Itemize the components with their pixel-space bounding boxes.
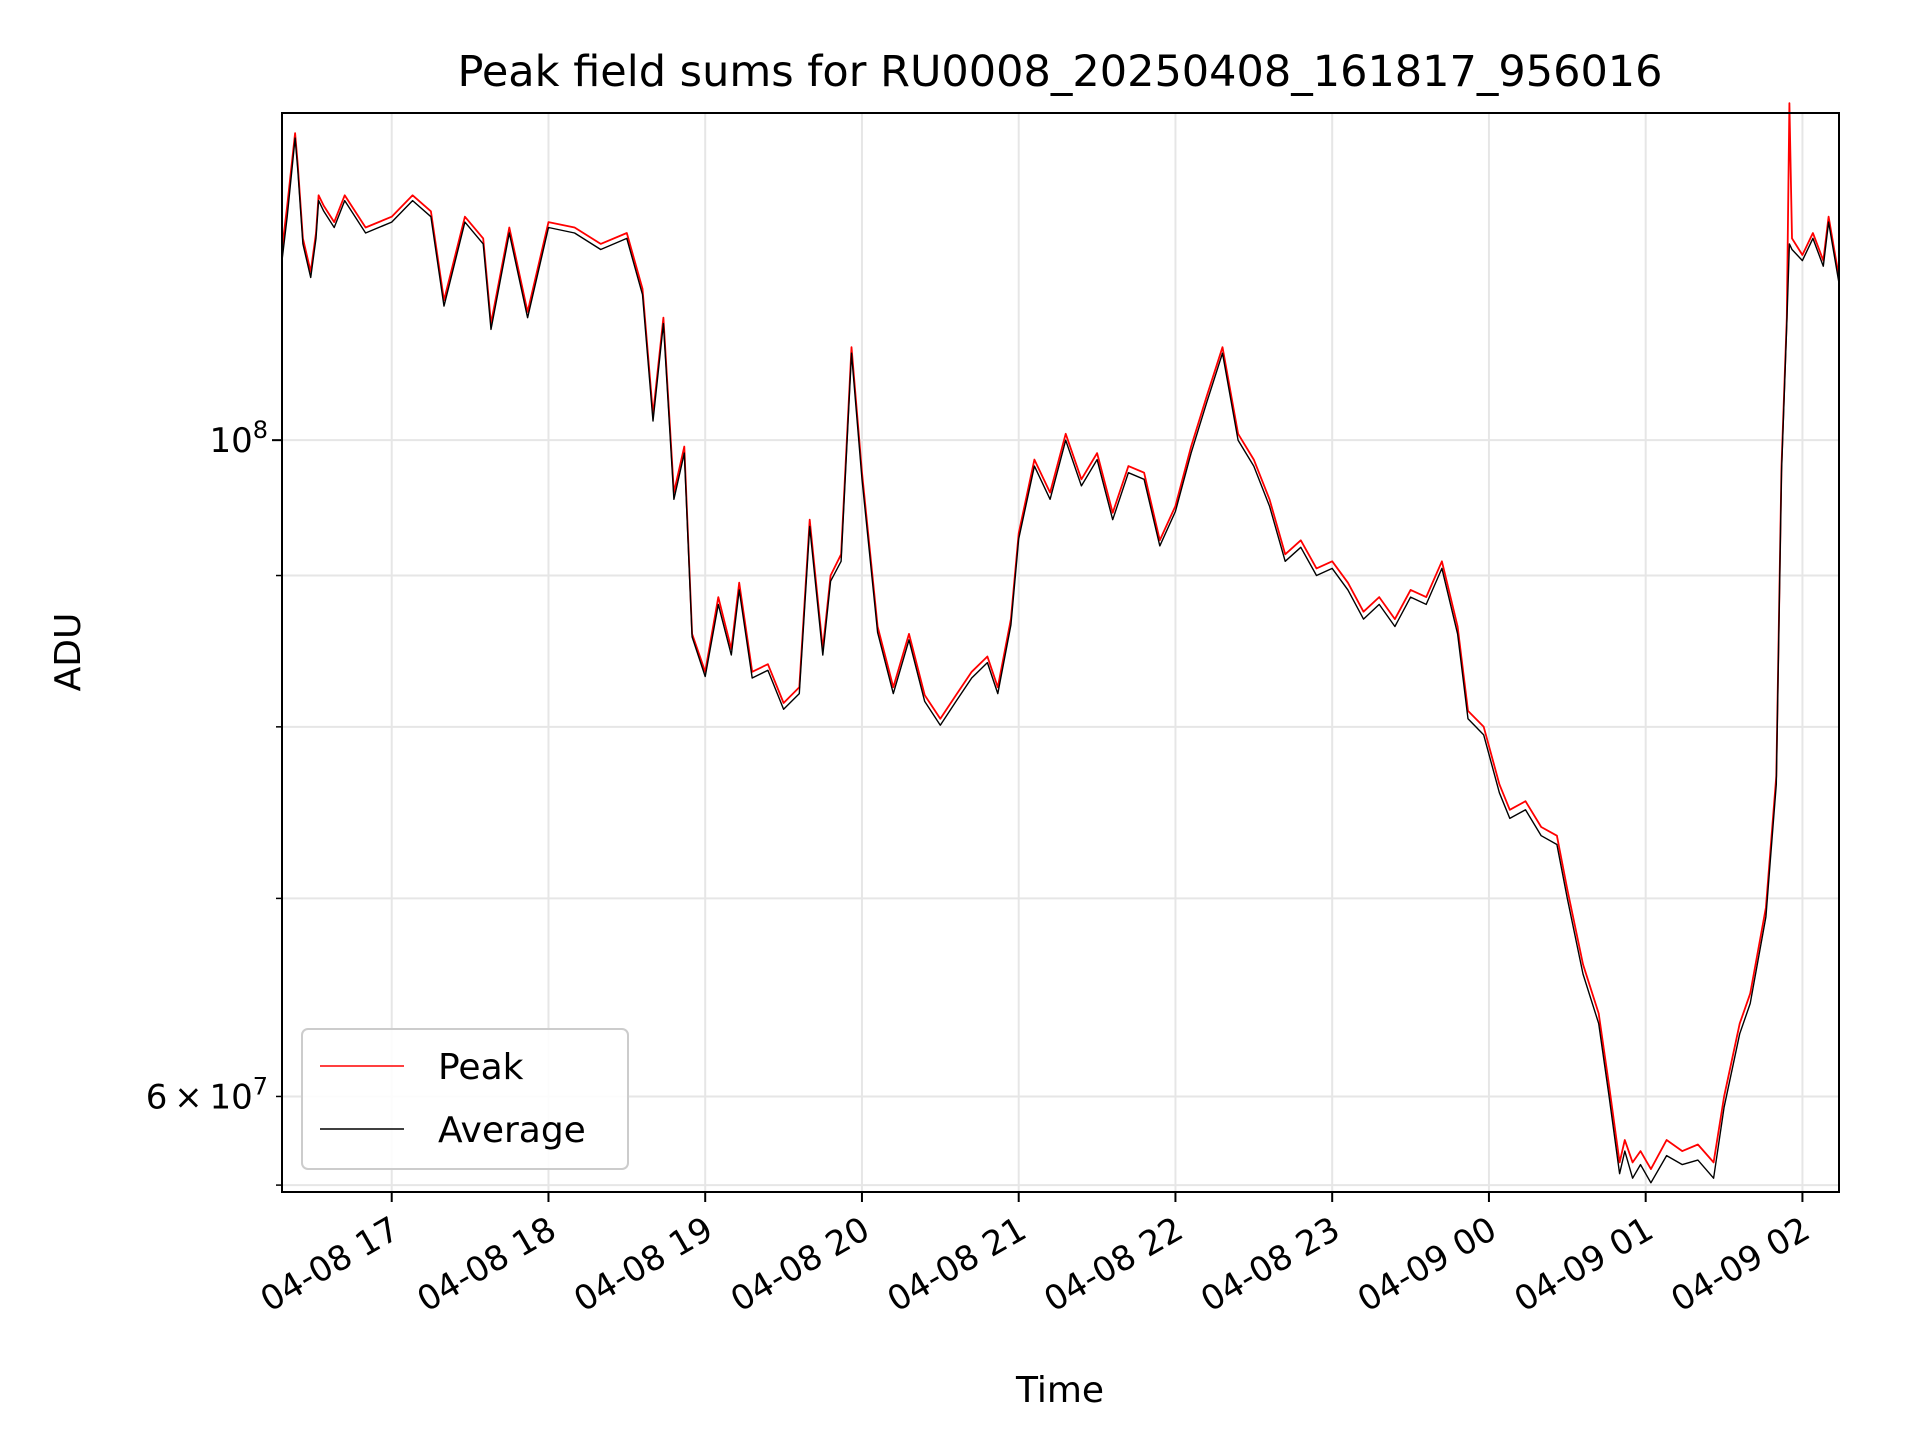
legend-label-average: Average	[438, 1110, 586, 1151]
x-axis-label: Time	[1015, 1370, 1104, 1411]
grid-lines	[282, 113, 1839, 1192]
y-axis-ticks: 108 6 × 107	[146, 416, 282, 1186]
legend-label-peak: Peak	[438, 1047, 524, 1088]
series-line-peak	[281, 102, 1840, 1170]
legend: Peak Average	[301, 1028, 629, 1170]
y-tick-label: 108	[209, 416, 268, 461]
legend-box	[301, 1028, 629, 1170]
series-lines	[281, 102, 1840, 1184]
y-axis-label: ADU	[48, 613, 89, 692]
y-tick-label: 6 × 107	[146, 1072, 268, 1117]
series-line-average	[281, 137, 1840, 1184]
chart-title: Peak field sums for RU0008_20250408_1618…	[457, 47, 1662, 97]
plot-frame	[281, 112, 1840, 1193]
